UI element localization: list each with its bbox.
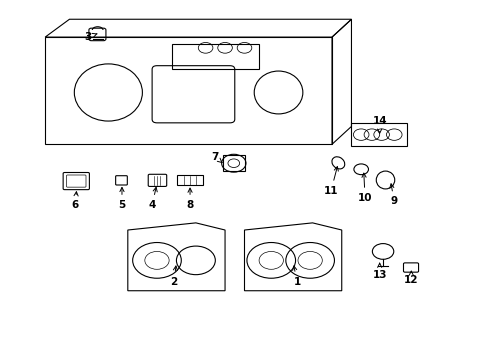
- Bar: [171, 44, 259, 69]
- Text: 8: 8: [186, 188, 193, 210]
- Text: 7: 7: [211, 152, 222, 163]
- Text: 13: 13: [372, 263, 386, 280]
- Text: 12: 12: [403, 271, 418, 285]
- Text: 4: 4: [148, 187, 157, 210]
- Text: 3: 3: [84, 32, 97, 42]
- Text: 14: 14: [371, 116, 386, 133]
- Text: 1: 1: [292, 266, 300, 287]
- Text: 9: 9: [389, 184, 397, 206]
- Text: 2: 2: [170, 266, 177, 287]
- Text: 6: 6: [72, 192, 79, 210]
- Text: 11: 11: [323, 167, 338, 196]
- Text: 10: 10: [357, 173, 371, 203]
- Text: 5: 5: [118, 188, 125, 210]
